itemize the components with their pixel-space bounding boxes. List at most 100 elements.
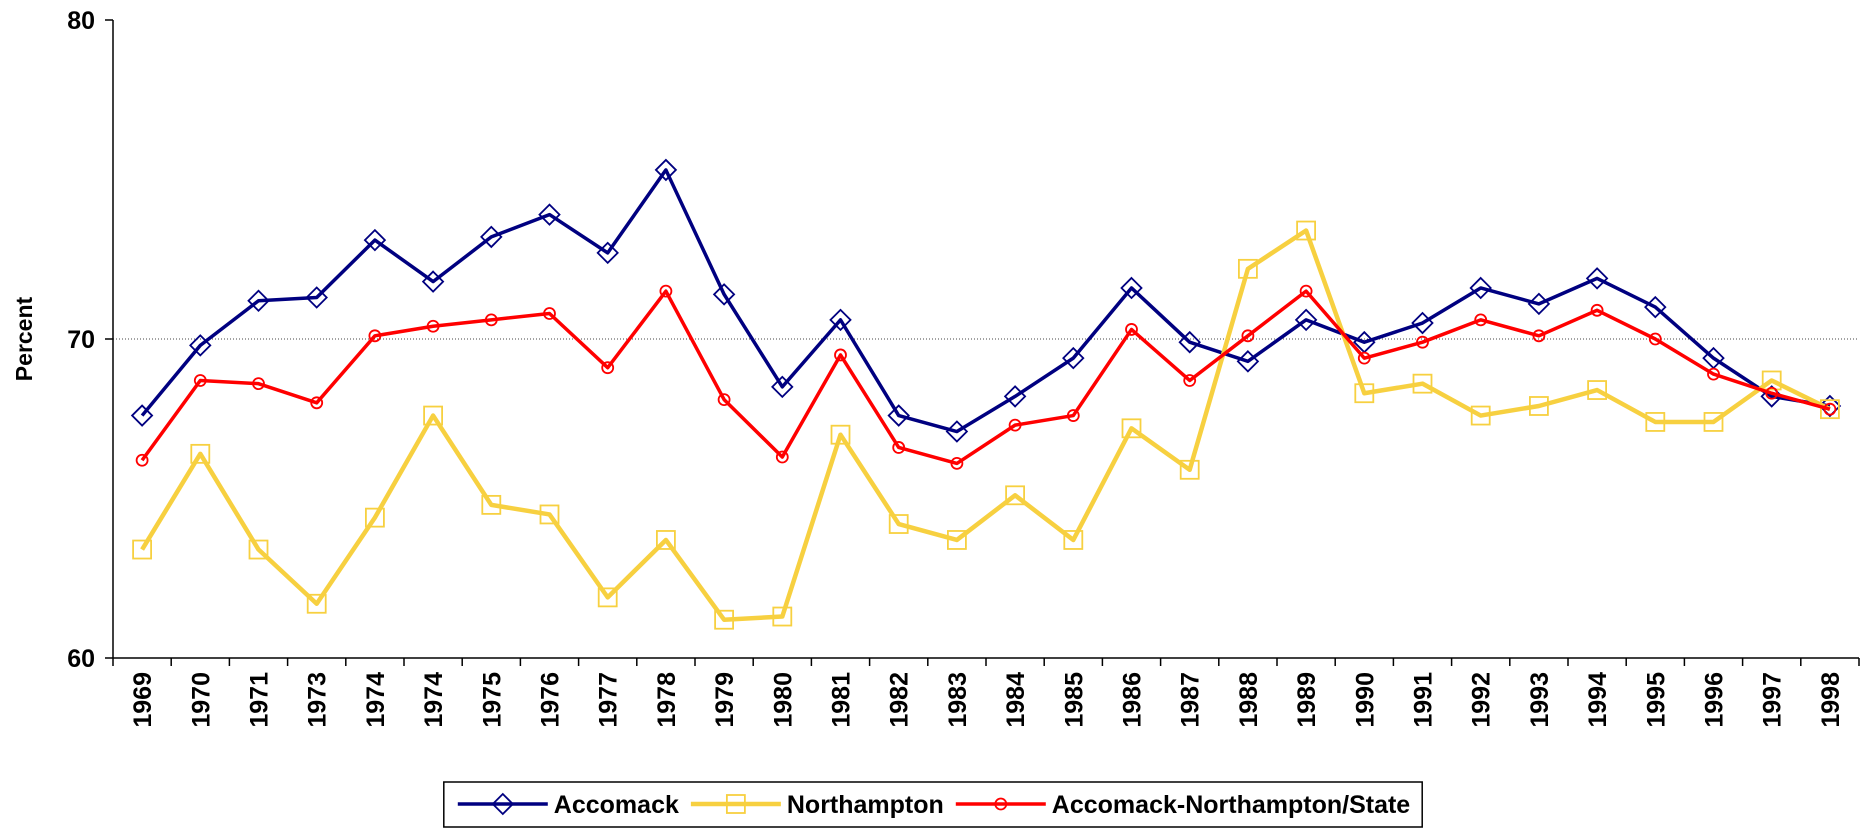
data-point	[1183, 374, 1197, 387]
data-point	[1412, 373, 1433, 394]
x-tick-label: 1977	[595, 672, 623, 728]
x-tick-label: 1981	[828, 672, 856, 728]
legend: Accomack Northampton Accomack-Northampton/…	[443, 781, 1423, 828]
x-tick-label: 1976	[537, 672, 565, 728]
data-point	[1179, 459, 1200, 480]
data-point	[1238, 258, 1258, 279]
x-tick-label: 1994	[1584, 672, 1612, 728]
data-point	[193, 374, 207, 387]
data-point	[1469, 276, 1492, 300]
x-tick-label: 1993	[1526, 672, 1554, 728]
data-point	[1648, 332, 1662, 346]
data-point	[1818, 394, 1842, 418]
data-point	[950, 457, 964, 470]
x-tick-label: 1989	[1293, 672, 1321, 728]
data-point	[771, 375, 794, 399]
data-point	[1703, 412, 1724, 432]
legend-marker	[491, 792, 515, 816]
data-point	[830, 424, 851, 445]
data-point	[247, 289, 270, 312]
x-tick-label: 1992	[1468, 672, 1496, 728]
data-point	[305, 286, 328, 309]
data-point	[306, 593, 327, 614]
data-point	[1761, 370, 1782, 391]
data-point	[1063, 530, 1084, 550]
x-tick-label: 1995	[1642, 672, 1670, 728]
data-point	[654, 158, 678, 182]
data-point	[834, 348, 847, 362]
data-point	[248, 539, 269, 560]
data-point	[1585, 267, 1609, 290]
x-tick-label: 1984	[1002, 672, 1030, 728]
series-line	[140, 289, 1831, 466]
data-point	[543, 307, 556, 320]
x-tick-label: 1997	[1759, 672, 1787, 728]
data-point	[1008, 418, 1022, 432]
legend-marker	[994, 797, 1008, 811]
data-point	[538, 203, 561, 226]
x-tick-label: 1974	[362, 672, 390, 728]
x-tick-label: 1998	[1817, 672, 1845, 728]
x-tick-label: 1986	[1119, 672, 1147, 728]
data-point	[1125, 323, 1138, 336]
legend-label: Northampton	[787, 791, 944, 819]
x-tick-label: 1971	[246, 672, 274, 728]
data-point	[1241, 329, 1255, 343]
data-point	[892, 441, 906, 454]
data-point	[775, 450, 789, 464]
data-point	[1062, 346, 1085, 370]
data-point	[1644, 295, 1667, 319]
x-tick-label: 1990	[1351, 672, 1379, 728]
data-point	[772, 606, 793, 627]
data-point	[189, 334, 212, 357]
data-point	[1066, 409, 1080, 422]
data-point	[363, 228, 387, 252]
data-point	[421, 270, 445, 293]
data-point	[1532, 329, 1546, 343]
x-tick-label: 1980	[769, 672, 797, 728]
data-point	[945, 420, 969, 443]
data-point	[1820, 399, 1840, 420]
x-tick-label: 1983	[944, 672, 972, 728]
data-point	[1587, 380, 1607, 400]
data-point	[1236, 350, 1260, 373]
data-point	[1645, 412, 1666, 432]
data-point	[1294, 308, 1318, 332]
y-tick-label: 60	[67, 645, 95, 673]
x-tick-label: 1985	[1060, 672, 1088, 728]
series-line	[140, 168, 1831, 434]
data-point	[132, 539, 153, 560]
data-point	[887, 404, 910, 427]
y-tick-label: 80	[67, 7, 95, 35]
legend-label: Accomack	[554, 791, 679, 819]
data-point	[368, 329, 382, 343]
data-point	[481, 494, 502, 515]
data-point	[1765, 386, 1779, 400]
data-point	[659, 284, 673, 298]
x-tick-label: 1982	[886, 672, 914, 728]
x-tick-label: 1975	[478, 672, 506, 728]
data-point	[947, 530, 967, 550]
data-point	[1529, 396, 1549, 416]
x-tick-label: 1991	[1410, 672, 1438, 728]
data-point	[423, 405, 444, 426]
data-point	[1411, 311, 1434, 335]
data-point	[1354, 383, 1375, 404]
data-point	[601, 361, 615, 375]
data-point	[829, 308, 852, 332]
data-point	[1760, 385, 1783, 408]
data-point	[656, 530, 676, 550]
data-point	[135, 453, 149, 467]
data-point	[364, 507, 385, 528]
data-point	[596, 241, 619, 265]
data-point	[712, 283, 736, 306]
data-point	[1120, 276, 1143, 300]
data-point	[1005, 485, 1025, 506]
data-point	[484, 313, 498, 327]
data-point	[1823, 402, 1837, 416]
data-point	[252, 377, 265, 391]
data-point	[1003, 385, 1027, 408]
x-tick-label: 1969	[129, 672, 157, 728]
data-point	[310, 396, 324, 410]
data-point	[190, 443, 211, 464]
